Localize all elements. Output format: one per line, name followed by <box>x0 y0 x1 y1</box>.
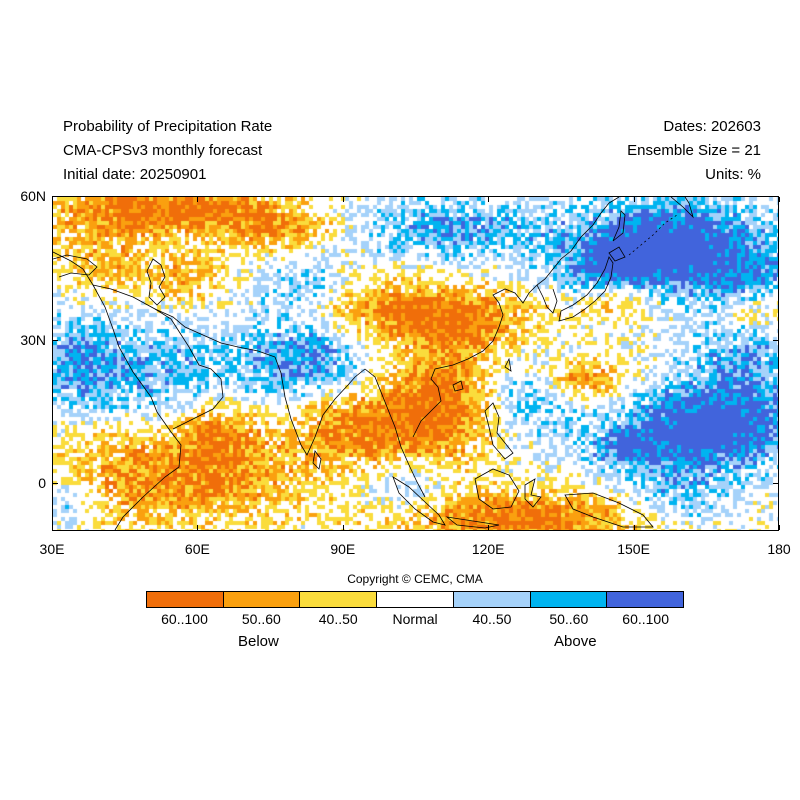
lon-tick-mark <box>488 525 490 530</box>
lon-tick-label: 180 <box>767 541 791 557</box>
legend-swatch <box>377 592 454 607</box>
coastline-iran <box>154 308 276 358</box>
coastline-myanmar-malaya <box>364 368 426 498</box>
legend-swatch <box>147 592 224 607</box>
legend-item-label: 50..60 <box>241 611 281 627</box>
legend-item-label: 60..100 <box>622 611 670 627</box>
probability-map <box>52 196 779 531</box>
coastline-indochina <box>412 358 469 438</box>
lon-tick-label: 150E <box>617 541 650 557</box>
lon-tick-mark <box>52 525 53 530</box>
lat-tick-mark <box>773 196 778 197</box>
legend-swatch <box>453 592 531 607</box>
lat-tick-mark <box>773 339 778 341</box>
new-guinea <box>564 492 654 528</box>
legend-item-label: 40..50 <box>318 611 358 627</box>
lon-tick-mark <box>633 525 635 530</box>
coastline-arabia <box>92 284 224 430</box>
legend-swatch <box>223 592 301 607</box>
lon-tick-mark <box>197 525 199 530</box>
lon-tick-mark <box>633 197 635 202</box>
japan <box>558 256 614 322</box>
hokkaido <box>608 246 626 262</box>
caspian-sea <box>146 258 166 306</box>
probability-field <box>53 197 778 530</box>
legend-swatch <box>607 592 684 607</box>
sulawesi <box>524 478 542 508</box>
initial-date-label: Initial date: 20250901 <box>63 166 207 183</box>
lon-tick-mark <box>779 197 780 202</box>
coastline-russia <box>570 197 620 252</box>
lat-tick-label: 60N <box>20 188 46 204</box>
korea <box>536 284 558 314</box>
lon-tick-mark <box>197 197 199 202</box>
borneo <box>474 468 520 510</box>
lon-tick-label: 60E <box>184 541 210 557</box>
lat-tick-label: 0 <box>38 475 46 492</box>
lat-tick-mark <box>53 196 58 197</box>
lon-tick-mark <box>488 197 490 202</box>
legend-below-label: Below <box>238 633 279 650</box>
java <box>445 516 500 529</box>
lon-tick-mark <box>52 197 53 202</box>
sumatra <box>392 476 446 526</box>
lon-tick-label: 120E <box>471 541 505 557</box>
kuril-islands <box>628 214 678 256</box>
units-label: Units: % <box>705 166 761 183</box>
legend-colorbar <box>146 591 684 608</box>
philippines <box>484 402 514 460</box>
legend-item-label: 40..50 <box>472 611 512 627</box>
coastlines <box>53 197 694 530</box>
legend-above-label: Above <box>554 633 597 650</box>
legend-item-label: 50..60 <box>549 611 589 627</box>
lon-tick-mark <box>779 525 780 530</box>
lon-tick-label: 30E <box>39 541 65 557</box>
lat-tick-mark <box>53 483 58 485</box>
kamchatka <box>670 197 694 219</box>
coastline-china <box>467 250 572 360</box>
legend-swatch <box>300 592 378 607</box>
coastline-africa-arabia <box>53 251 182 530</box>
dates-label: Dates: 202603 <box>663 118 761 135</box>
taiwan <box>504 357 512 372</box>
lon-tick-mark <box>342 197 344 202</box>
lon-tick-label: 90E <box>330 541 356 557</box>
lon-tick-mark <box>342 525 344 530</box>
legend-item-label: Normal <box>392 611 438 627</box>
black-sea <box>53 254 98 278</box>
ensemble-label: Ensemble Size = 21 <box>627 142 761 159</box>
lat-tick-mark <box>773 483 778 485</box>
legend-swatch <box>530 592 608 607</box>
lat-tick-mark <box>53 339 58 341</box>
sakhalin <box>612 210 626 242</box>
copyright-text: Copyright © CEMC, CMA <box>347 572 483 586</box>
coastline-india <box>274 356 366 456</box>
lat-tick-label: 30N <box>20 331 46 348</box>
map-title: Probability of Precipitation Rate <box>63 118 273 135</box>
sri-lanka <box>312 450 322 470</box>
hainan <box>452 380 464 392</box>
model-label: CMA-CPSv3 monthly forecast <box>63 142 263 159</box>
legend-item-label: 60..100 <box>161 611 208 627</box>
